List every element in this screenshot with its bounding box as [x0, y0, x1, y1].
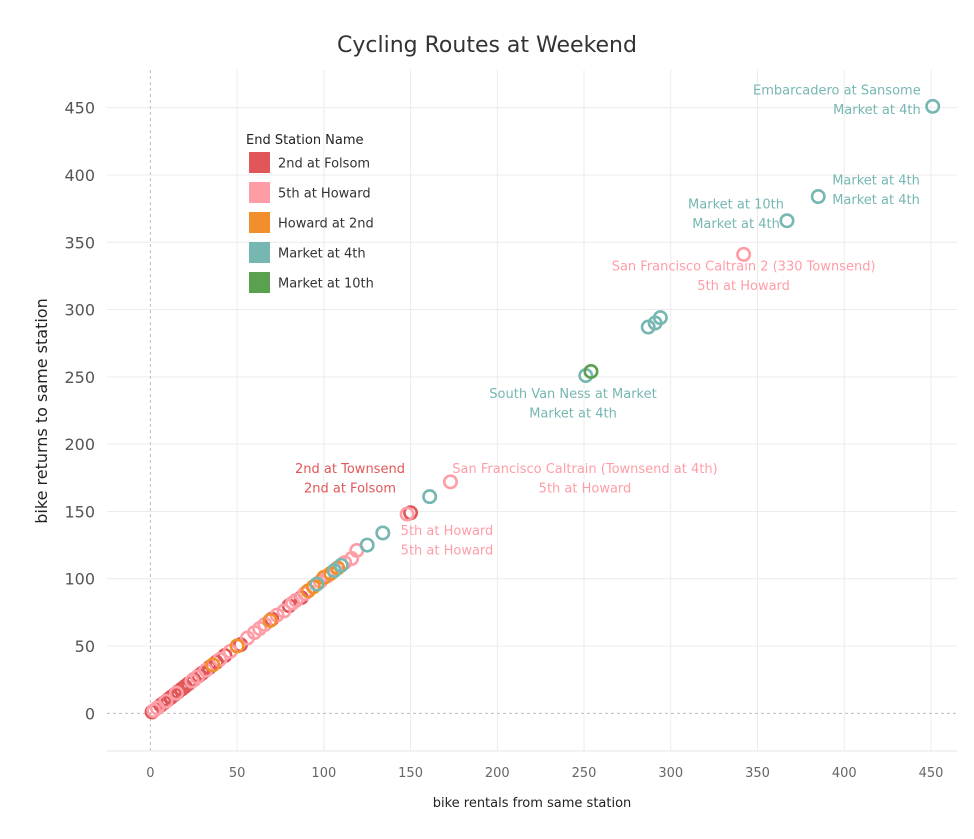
data-point — [779, 213, 795, 229]
annotation-label: Market at 4th — [832, 193, 920, 208]
x-axis-label: bike rentals from same station — [433, 796, 632, 811]
annotation-label: 5th at Howard — [697, 279, 790, 294]
data-points — [144, 98, 941, 720]
annotation-label: San Francisco Caltrain (Townsend at 4th) — [452, 462, 717, 477]
annotation-label: Embarcadero at Sansome — [753, 83, 921, 98]
annotations: Embarcadero at Sansome Market at 4th Marke… — [295, 83, 921, 558]
data-point — [652, 310, 668, 326]
data-point — [229, 638, 245, 654]
annotation-label: Market at 4th — [833, 103, 921, 118]
annotation-label: Market at 4th — [692, 217, 780, 232]
axes: 0 50 100 150 200 250 300 350 400 450 0 50 100 150 200 2… — [64, 70, 957, 781]
y-tick-label: 450 — [64, 99, 95, 118]
data-point — [442, 474, 458, 490]
x-tick-label: 300 — [658, 766, 683, 781]
data-point — [205, 657, 221, 673]
x-tick-label: 350 — [745, 766, 770, 781]
legend-item-label: Market at 10th — [278, 277, 374, 292]
y-tick-label: 0 — [85, 704, 95, 723]
legend-swatch — [249, 272, 270, 293]
data-point — [168, 685, 184, 701]
y-tick-label: 300 — [64, 301, 95, 320]
annotation-label: Market at 4th — [529, 407, 617, 422]
data-point — [422, 489, 438, 505]
data-point — [375, 525, 391, 541]
data-point — [736, 246, 752, 262]
data-point — [583, 363, 599, 379]
x-tick-label: 50 — [229, 766, 246, 781]
annotation-label: Market at 4th — [832, 174, 920, 189]
y-tick-label: 400 — [64, 166, 95, 185]
annotation-label: 5th at Howard — [401, 524, 494, 539]
annotation-label: 5th at Howard — [401, 544, 494, 559]
x-tick-label: 450 — [919, 766, 944, 781]
legend-item-label: Howard at 2nd — [278, 217, 374, 232]
data-point — [925, 98, 941, 114]
data-point — [810, 189, 826, 205]
legend-swatch — [249, 212, 270, 233]
y-axis-label: bike returns to same station — [32, 298, 51, 523]
legend-title: End Station Name — [246, 133, 364, 148]
legend-item-label: Market at 4th — [278, 247, 366, 262]
legend-item-label: 5th at Howard — [278, 187, 371, 202]
data-point — [333, 557, 349, 573]
data-point — [309, 576, 325, 592]
annotation-label: San Francisco Caltrain 2 (330 Townsend) — [612, 259, 876, 274]
y-tick-label: 200 — [64, 435, 95, 454]
legend: End Station Name 2nd at Folsom 5th at How… — [246, 133, 374, 293]
data-point — [158, 693, 174, 709]
y-tick-label: 50 — [75, 637, 95, 656]
legend-swatch — [249, 152, 270, 173]
x-tick-label: 400 — [832, 766, 857, 781]
y-tick-label: 250 — [64, 368, 95, 387]
legend-item-label: 2nd at Folsom — [278, 157, 370, 172]
annotation-label: 2nd at Townsend — [295, 462, 405, 477]
data-point — [359, 537, 375, 553]
annotation-label: South Van Ness at Market — [489, 387, 656, 402]
chart-title: Cycling Routes at Weekend — [337, 33, 637, 58]
annotation-label: 2nd at Folsom — [304, 482, 396, 497]
x-tick-label: 250 — [572, 766, 597, 781]
grid — [107, 70, 957, 751]
y-tick-label: 150 — [64, 502, 95, 521]
x-tick-label: 100 — [311, 766, 336, 781]
data-point — [276, 603, 292, 619]
x-tick-label: 200 — [485, 766, 510, 781]
annotation-label: 5th at Howard — [539, 482, 632, 497]
x-tick-label: 0 — [146, 766, 154, 781]
y-tick-label: 350 — [64, 233, 95, 252]
annotation-label: Market at 10th — [688, 198, 784, 213]
data-point — [399, 506, 415, 522]
x-tick-label: 150 — [398, 766, 423, 781]
legend-swatch — [249, 182, 270, 203]
y-tick-label: 100 — [64, 570, 95, 589]
legend-swatch — [249, 242, 270, 263]
data-point — [262, 612, 278, 628]
